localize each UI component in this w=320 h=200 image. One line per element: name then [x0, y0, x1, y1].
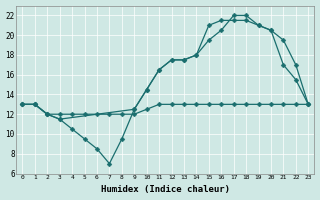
X-axis label: Humidex (Indice chaleur): Humidex (Indice chaleur) — [101, 185, 230, 194]
